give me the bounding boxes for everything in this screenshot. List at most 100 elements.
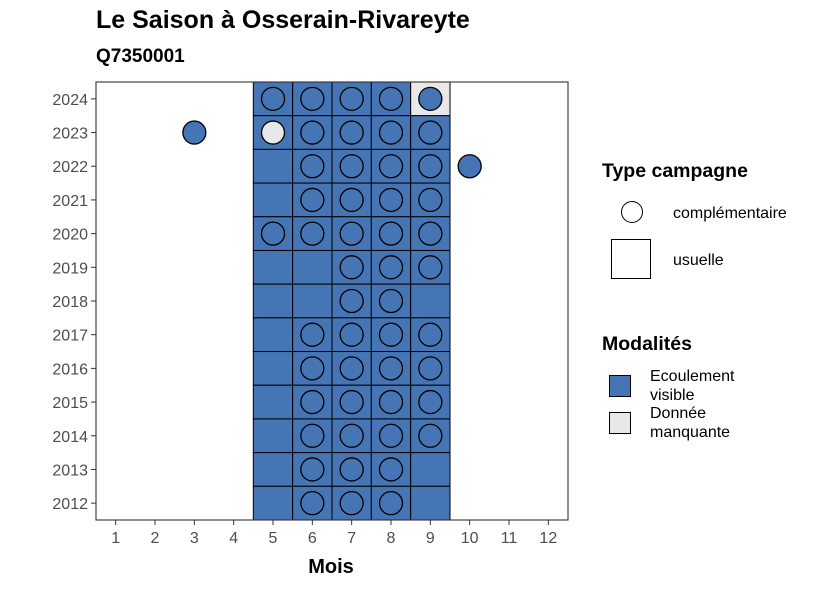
point-2016-8 <box>378 356 404 381</box>
point-2017-7 <box>339 322 364 347</box>
x-tick-label-12: 12 <box>539 530 557 547</box>
point-2014-7 <box>339 423 364 448</box>
point-2015-6 <box>300 389 325 415</box>
tile-2013-9 <box>410 452 451 487</box>
tile-2012-9 <box>410 485 451 521</box>
tile-2018-6 <box>292 283 333 319</box>
point-2019-8 <box>378 255 404 280</box>
legend-usuelle-label: usuelle <box>673 252 724 269</box>
axes-layer: 2024 2023 2022 2021 2020 2019 2018 2017 2016 2015… <box>52 92 557 547</box>
point-2020-6 <box>300 221 325 246</box>
y-tick-label-2014: 2014 <box>52 429 88 446</box>
points-layer <box>182 86 482 516</box>
legend-ecoulement-swatch <box>609 375 631 397</box>
point-2023-8 <box>378 120 404 145</box>
chart-subtitle: Q7350001 <box>96 46 185 67</box>
point-2024-5 <box>260 86 286 111</box>
point-2023-3 <box>182 120 207 145</box>
x-tick-label-2: 2 <box>151 530 160 547</box>
point-2022-10 <box>457 154 482 179</box>
x-tick-label-6: 6 <box>308 530 317 547</box>
x-tick-label-10: 10 <box>461 530 479 547</box>
tile-2018-9 <box>410 283 451 319</box>
x-tick-label-4: 4 <box>229 530 238 547</box>
legend-complementaire-circle-icon <box>621 201 643 223</box>
point-2016-6 <box>300 356 325 381</box>
point-2012-8 <box>378 491 404 516</box>
point-2012-7 <box>339 491 364 516</box>
y-tick-label-2018: 2018 <box>52 294 88 311</box>
y-tick-label-2017: 2017 <box>52 328 88 345</box>
x-tick-label-1: 1 <box>111 530 120 547</box>
point-2017-9 <box>418 322 443 347</box>
legend-usuelle-square-icon <box>611 239 651 279</box>
point-2013-8 <box>378 457 404 482</box>
point-2022-7 <box>339 154 364 179</box>
x-tick-label-3: 3 <box>190 530 199 547</box>
point-2024-6 <box>300 86 325 111</box>
legend-ecoulement-label-line1: Ecoulement <box>650 368 735 385</box>
point-2014-8 <box>378 423 404 448</box>
legend-ecoulement-label: Ecoulement visible <box>650 367 735 405</box>
x-tick-label-9: 9 <box>426 530 435 547</box>
y-tick-label-2015: 2015 <box>52 395 88 412</box>
tile-2013-5 <box>252 452 294 487</box>
tile-2014-5 <box>252 418 294 454</box>
point-2012-6 <box>300 491 325 516</box>
x-axis-title: Mois <box>308 556 354 578</box>
point-2020-5 <box>260 221 286 246</box>
y-tick-label-2020: 2020 <box>52 227 88 244</box>
point-2024-9 <box>418 86 443 111</box>
tile-2015-5 <box>252 384 294 420</box>
tile-2019-6 <box>292 249 333 285</box>
point-2020-9 <box>418 221 443 246</box>
tile-2021-5 <box>252 182 294 218</box>
legend-type-title: Type campagne <box>602 160 748 182</box>
point-2021-9 <box>418 187 443 213</box>
tile-2018-5 <box>252 283 294 319</box>
y-tick-label-2013: 2013 <box>52 462 88 479</box>
point-2018-8 <box>378 288 404 314</box>
legend-manquante-swatch <box>609 412 631 434</box>
x-tick-label-11: 11 <box>501 530 518 547</box>
tile-2022-5 <box>252 148 294 184</box>
point-2021-6 <box>300 187 325 213</box>
point-2017-6 <box>300 322 325 347</box>
tile-2017-5 <box>252 317 294 353</box>
point-2023-5 <box>260 120 286 145</box>
point-2024-7 <box>339 86 364 111</box>
point-2021-7 <box>339 187 364 213</box>
point-2015-8 <box>378 389 404 415</box>
point-2023-9 <box>418 120 443 145</box>
legend-manquante-label-line2: manquante <box>650 424 731 441</box>
point-2022-6 <box>300 154 325 179</box>
legend-manquante-label: Donnée manquante <box>650 404 730 442</box>
point-2023-6 <box>300 120 325 145</box>
y-tick-label-2022: 2022 <box>52 159 88 176</box>
point-2015-7 <box>339 389 364 415</box>
tile-2012-5 <box>252 485 294 521</box>
y-tick-label-2021: 2021 <box>52 193 88 210</box>
point-2021-8 <box>378 187 404 213</box>
point-2013-6 <box>300 457 325 482</box>
point-2017-8 <box>378 322 404 347</box>
point-2022-8 <box>378 154 404 179</box>
point-2024-8 <box>378 86 404 111</box>
legend-ecoulement-label-line2: visible <box>650 387 695 404</box>
point-2016-7 <box>339 356 364 381</box>
chart-title: Le Saison à Osserain-Rivareyte <box>96 6 470 34</box>
y-tick-label-2016: 2016 <box>52 361 88 378</box>
point-2020-8 <box>378 221 404 246</box>
point-2019-9 <box>418 255 443 280</box>
y-tick-label-2024: 2024 <box>52 92 88 109</box>
x-tick-label-7: 7 <box>347 530 356 547</box>
y-tick-label-2019: 2019 <box>52 260 88 277</box>
y-tick-label-2012: 2012 <box>52 496 88 513</box>
point-2015-9 <box>418 389 443 415</box>
point-2014-6 <box>300 423 325 448</box>
tile-2016-5 <box>252 351 294 386</box>
point-2022-9 <box>418 154 443 179</box>
y-tick-label-2023: 2023 <box>52 126 88 143</box>
point-2016-9 <box>418 356 443 381</box>
